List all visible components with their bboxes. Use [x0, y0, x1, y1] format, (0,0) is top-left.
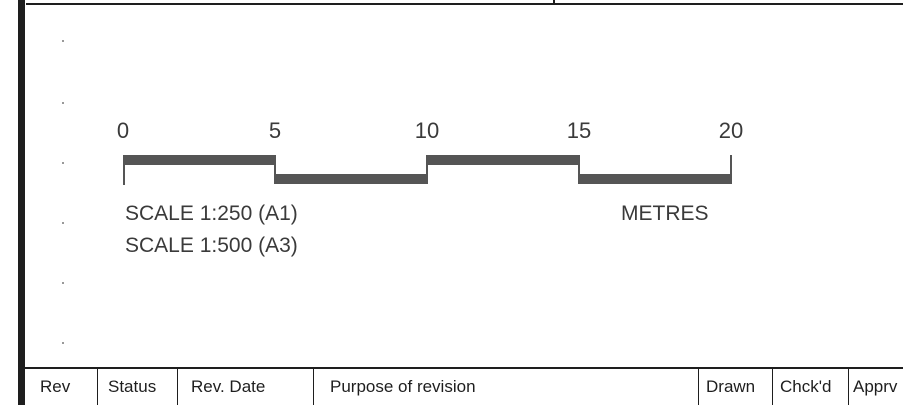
revision-header-status: Status [108, 377, 157, 396]
top-divider [553, 0, 555, 5]
scale-segment [579, 174, 731, 184]
revision-header-cell: Rev [25, 368, 98, 405]
revision-header-drawn: Drawn [706, 377, 756, 396]
revision-header-checked: Chck'd [780, 377, 832, 396]
scale-tick-label: 5 [268, 118, 282, 143]
margin-mark [62, 162, 64, 164]
scale-tick-label: 10 [414, 118, 440, 143]
top-border-line [26, 3, 903, 5]
revision-header-date: Rev. Date [191, 377, 266, 396]
margin-mark [62, 102, 64, 104]
revision-header-cell: Apprv [849, 368, 903, 405]
scale-tick [578, 155, 580, 184]
revision-header-cell: Purpose of revision [314, 368, 699, 405]
scale-tick [123, 155, 125, 185]
revision-header-approved: Apprv [853, 377, 898, 396]
revision-header-cell: Drawn [699, 368, 773, 405]
revision-header-purpose: Purpose of revision [330, 377, 476, 396]
scale-label-a1: SCALE 1:250 (A1) [125, 202, 298, 225]
margin-mark [62, 40, 64, 42]
revision-header-cell: Status [98, 368, 178, 405]
margin-mark [62, 282, 64, 284]
scale-tick [730, 155, 732, 184]
scale-segment [123, 155, 275, 165]
scale-units-label: METRES [621, 202, 709, 225]
scale-tick [274, 155, 276, 184]
drawing-left-border [18, 0, 25, 405]
scale-segment [275, 174, 427, 184]
scale-tick-label: 0 [116, 118, 130, 143]
margin-mark [62, 222, 64, 224]
revision-header-cell: Rev. Date [178, 368, 314, 405]
scale-label-a3: SCALE 1:500 (A3) [125, 234, 298, 257]
revision-header-cell: Chck'd [773, 368, 849, 405]
scale-tick-label: 15 [566, 118, 592, 143]
margin-mark [62, 342, 64, 344]
revision-header-rev: Rev [40, 377, 71, 396]
scale-tick [426, 155, 428, 184]
revision-table-top-border [25, 367, 903, 369]
scale-tick-label: 20 [718, 118, 744, 143]
scale-segment [427, 155, 579, 165]
